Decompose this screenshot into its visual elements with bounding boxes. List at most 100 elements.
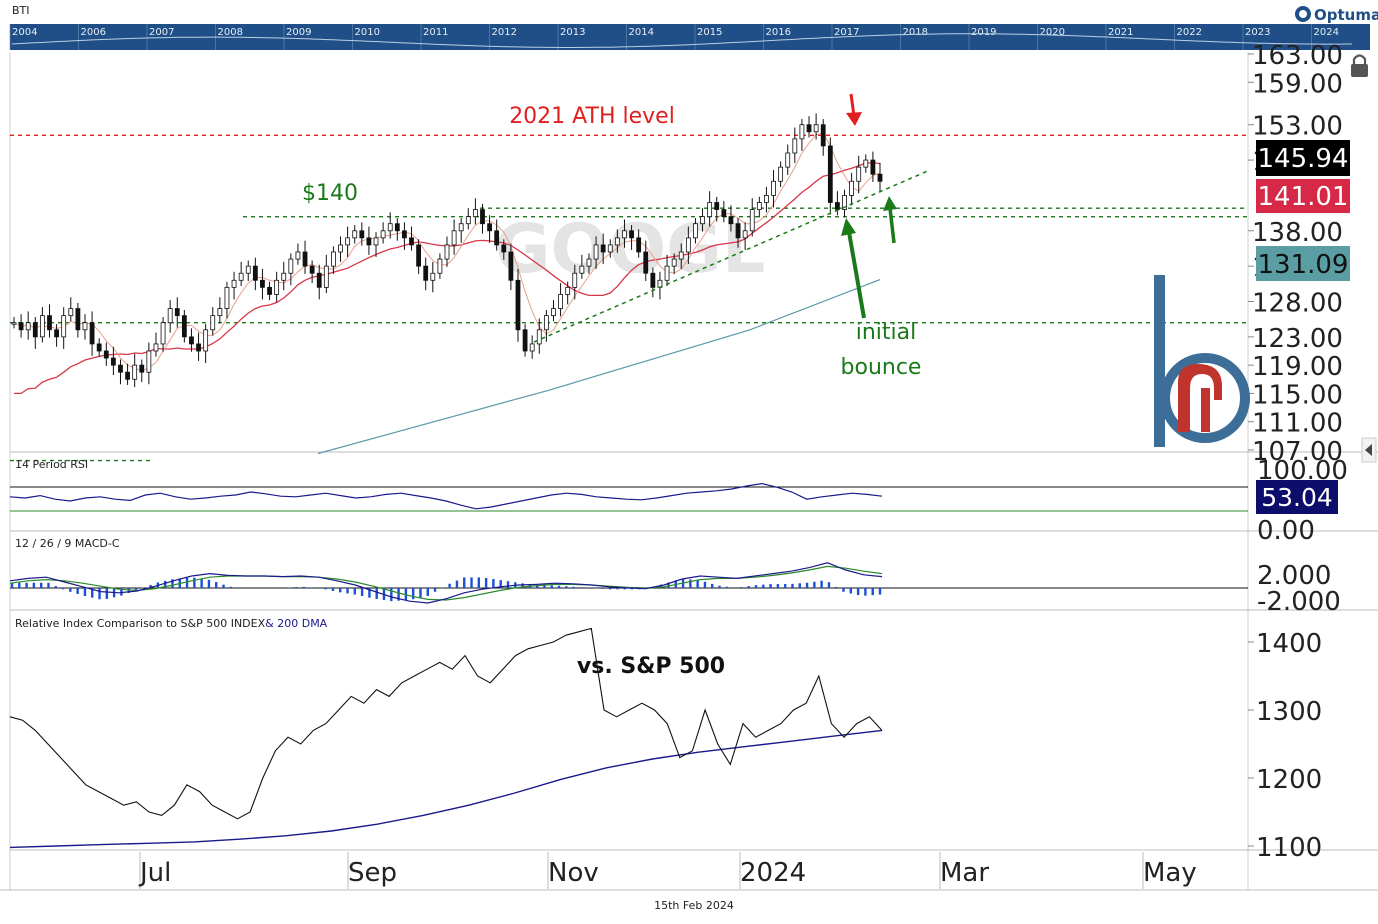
price-bar	[671, 258, 677, 267]
macd-panel[interactable]: 12 / 26 / 9 MACD-C 2.000-2.000	[9, 537, 1341, 617]
price-bar	[451, 230, 457, 246]
overview-year-label: 2021	[1108, 27, 1133, 38]
price-tick-label: 111.00	[1252, 409, 1343, 439]
price-bar	[96, 343, 102, 352]
price-bar	[430, 272, 436, 281]
price-bar	[139, 364, 145, 373]
macd-y-axis: 2.000-2.000	[1257, 561, 1341, 617]
overview-year-label: 2020	[1040, 27, 1065, 38]
rsi-badge	[1256, 480, 1338, 514]
panel-frames	[0, 52, 1378, 891]
price-bar	[423, 265, 429, 281]
price-bar	[600, 244, 606, 253]
overview-year-label: 2022	[1177, 27, 1202, 38]
x-tick-label: Jul	[138, 858, 171, 888]
price-bar	[742, 230, 748, 239]
brand-logo[interactable]: Optuma	[1295, 6, 1378, 24]
price-panel[interactable]: GOOGL 163.00159.00153.00148.00138.00133.…	[10, 41, 1343, 467]
overview-year-label: 2009	[286, 27, 311, 38]
price-bar	[579, 265, 585, 274]
price-bar	[827, 145, 833, 203]
price-bar	[167, 308, 173, 324]
overview-year-label: 2004	[12, 27, 37, 38]
relative-tick-label: 1400	[1256, 629, 1322, 659]
price-bar	[444, 244, 450, 260]
price-bar	[771, 180, 776, 196]
price-bar	[146, 350, 152, 373]
price-bar	[231, 279, 237, 288]
ath-annotation: 2021 ATH level	[509, 104, 675, 129]
price-bar	[707, 202, 713, 218]
price-bar	[849, 180, 855, 196]
price-bar	[331, 251, 336, 267]
overview-year-label: 2017	[834, 27, 859, 38]
price-bar	[103, 350, 109, 359]
price-bar	[437, 258, 443, 274]
price-bar	[39, 315, 45, 338]
price-bar	[558, 294, 563, 309]
price-bar	[636, 237, 642, 253]
lock-icon[interactable]	[1351, 54, 1368, 78]
price-bar	[224, 286, 230, 309]
x-tick-label: Sep	[348, 858, 397, 888]
overview-year-label: 2012	[492, 27, 517, 38]
price-bar	[110, 357, 116, 366]
overview-year-label: 2006	[81, 27, 106, 38]
price-bar	[835, 202, 840, 210]
relative-panel[interactable]: Relative Index Comparison to S&P 500 IND…	[9, 617, 1322, 863]
relative-title: Relative Index Comparison to S&P 500 IND…	[15, 617, 328, 630]
price-bar	[345, 237, 351, 246]
price-bar	[565, 286, 571, 295]
price-bar	[522, 329, 528, 352]
levels	[10, 134, 1248, 462]
x-tick-label: 2024	[740, 858, 806, 888]
price-bar	[302, 251, 308, 267]
macd-title: 12 / 26 / 9 MACD-C	[15, 537, 120, 550]
price-bar	[785, 152, 791, 168]
overview-year-label: 2016	[766, 27, 791, 38]
price-bar	[118, 364, 123, 373]
price-bar	[813, 124, 819, 133]
price-bar	[181, 315, 187, 338]
rsi-line	[9, 482, 883, 510]
price-bar	[352, 230, 358, 239]
overview-years: 2004 2006 2007 2008 2009 2010 2011 2012 2013 2014…	[9, 24, 1339, 50]
ma200-badge	[1256, 246, 1350, 281]
price-bar	[416, 244, 422, 267]
price-bars	[11, 113, 883, 388]
x-axis: Jul Sep Nov 2024 Mar May	[138, 852, 1197, 889]
price-tick-label: 163.00	[1252, 41, 1343, 71]
price-bar	[693, 223, 698, 239]
overview-year-label: 2013	[560, 27, 585, 38]
price-bar	[820, 124, 826, 147]
scroll-left-icon[interactable]	[1361, 437, 1377, 463]
overview-year-label: 2014	[629, 27, 654, 38]
rsi-tick-label: 0.00	[1257, 516, 1315, 546]
rsi-panel[interactable]: 14 Period RSI 100.000.00	[9, 456, 1348, 546]
price-bar	[359, 230, 365, 239]
ma-200-line	[317, 279, 881, 455]
price-bar	[700, 216, 705, 225]
price-bar	[252, 265, 258, 281]
price-bar	[778, 166, 784, 182]
price-bar	[607, 244, 613, 253]
price-bar	[387, 223, 393, 232]
price-bar	[714, 202, 720, 210]
relative-tick-label: 1300	[1256, 697, 1322, 727]
price-bar	[281, 272, 287, 281]
price-bar	[196, 343, 201, 352]
price-bar	[210, 315, 216, 331]
price-bar	[586, 258, 592, 267]
price-bar	[842, 195, 847, 210]
price-bar	[764, 195, 769, 203]
price-bar	[572, 272, 578, 288]
price-bar	[480, 209, 485, 225]
price-bar	[260, 279, 265, 288]
price-bar	[593, 244, 599, 260]
price-bar	[373, 237, 379, 246]
price-bar	[622, 230, 627, 239]
price-bar	[153, 343, 159, 352]
watermark: GOOGL	[495, 210, 766, 289]
price-bar	[494, 230, 500, 246]
value-badges: 145.94 141.01 131.09 53.04	[1256, 140, 1350, 514]
